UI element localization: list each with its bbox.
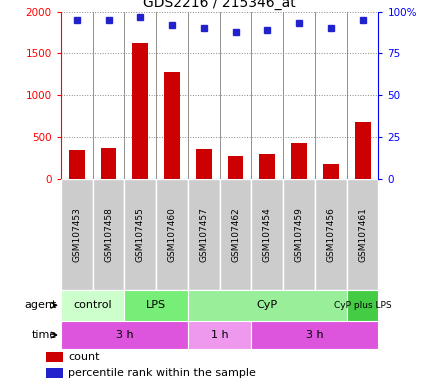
Text: 3 h: 3 h (115, 330, 133, 340)
Bar (251, 321, 378, 349)
Bar (187, 321, 251, 349)
Bar (227, 156, 243, 179)
Bar (314, 179, 346, 290)
Text: GSM107455: GSM107455 (135, 207, 145, 262)
Text: GSM107460: GSM107460 (167, 207, 176, 262)
Bar (251, 179, 283, 290)
Text: CyP plus LPS: CyP plus LPS (333, 301, 391, 310)
Bar (195, 149, 211, 179)
Bar (156, 179, 187, 290)
Text: GSM107461: GSM107461 (357, 207, 366, 262)
Bar (69, 150, 85, 179)
Text: GSM107456: GSM107456 (326, 207, 335, 262)
Bar (100, 148, 116, 179)
Text: GSM107454: GSM107454 (262, 207, 271, 262)
Text: control: control (73, 300, 112, 310)
Bar (164, 72, 180, 179)
Bar (346, 290, 378, 321)
Text: GSM107459: GSM107459 (294, 207, 303, 262)
Bar (61, 321, 187, 349)
Text: GSM107458: GSM107458 (104, 207, 113, 262)
Bar (259, 154, 275, 179)
Bar (219, 179, 251, 290)
Bar (187, 290, 346, 321)
Bar (124, 290, 187, 321)
Bar (61, 179, 92, 290)
Bar (46, 352, 62, 362)
Bar (290, 144, 306, 179)
Text: GSM107453: GSM107453 (72, 207, 81, 262)
Bar (322, 164, 338, 179)
Bar (346, 179, 378, 290)
Text: CyP: CyP (256, 300, 277, 310)
Bar (92, 179, 124, 290)
Text: GSM107462: GSM107462 (230, 207, 240, 262)
Text: GSM107457: GSM107457 (199, 207, 208, 262)
Text: agent: agent (24, 300, 56, 310)
Bar (61, 290, 124, 321)
Bar (124, 179, 156, 290)
Bar (354, 122, 370, 179)
Bar (187, 179, 219, 290)
Text: time: time (31, 330, 56, 340)
Text: 3 h: 3 h (306, 330, 323, 340)
Bar (46, 368, 62, 378)
Text: LPS: LPS (146, 300, 166, 310)
Title: GDS2216 / 215346_at: GDS2216 / 215346_at (143, 0, 296, 10)
Text: count: count (68, 352, 99, 362)
Text: 1 h: 1 h (210, 330, 228, 340)
Text: percentile rank within the sample: percentile rank within the sample (68, 368, 255, 378)
Bar (132, 43, 148, 179)
Bar (283, 179, 314, 290)
